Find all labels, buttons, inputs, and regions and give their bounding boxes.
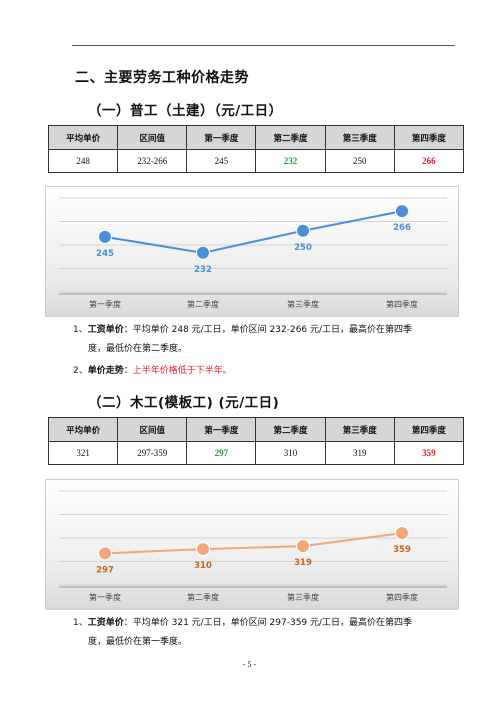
table-header: 区间值 [117,125,188,150]
note-text-continued: 度，最低价在第二季度。 [88,344,188,354]
table-cell: 248 [47,149,119,173]
table-cell: 245 [186,149,257,173]
note-text: ：平均单价 321 元/工日，单价区间 297-359 元/工日，最高价在第四季 [123,618,413,628]
note-text-continued: 度，最低价在第一季度。 [88,637,188,647]
table-cell-low: 232 [255,149,326,173]
data-point [196,245,210,260]
subsection-title-carpenter: （二）木工(模板工) (元/工日) [88,395,280,411]
x-tick-label: 第三季度 [287,299,319,309]
table-header-row: 平均单价 区间值 第一季度 第二季度 第三季度 第四季度 [47,125,465,150]
price-table-general-labor: 平均单价 区间值 第一季度 第二季度 第三季度 第四季度 248 232-266… [47,125,465,173]
note-label: 工资单价 [87,618,124,628]
note-number: 1、 [73,618,88,628]
data-label: 232 [194,265,212,275]
price-table-carpenter: 平均单价 区间值 第一季度 第二季度 第三季度 第四季度 321 297-359… [47,417,465,465]
table-row: 321 297-359 297 310 319 359 [47,441,465,465]
data-label: 266 [393,223,411,233]
x-tick-label: 第四季度 [386,592,418,602]
note-text: ：平均单价 248 元/工日，单价区间 232-266 元/工日，最高价在第四季 [123,325,413,335]
x-tick-label: 第四季度 [386,299,418,309]
data-point [395,204,409,219]
series-line [104,210,403,254]
page-number: - 5 - [242,660,257,669]
table-header: 第一季度 [186,125,257,150]
data-point [98,546,112,561]
table-header-row: 平均单价 区间值 第一季度 第二季度 第三季度 第四季度 [47,417,465,442]
data-label: 359 [393,545,411,555]
data-label: 245 [96,249,114,259]
table-cell: 319 [324,441,395,465]
line-chart-carpenter: 297 310 319 359 第一季度 第二季度 第三季度 第四季度 [45,479,459,610]
x-tick-label: 第一季度 [89,592,121,602]
data-label: 297 [96,565,114,575]
note-number: 1、 [73,325,88,335]
note-price-trend: 2、单价走势：上半年价格低于下半年。 [73,362,232,381]
x-tick-label: 第二季度 [187,592,219,602]
x-tick-label: 第三季度 [287,592,319,602]
data-point [296,223,310,238]
table-cell: 321 [47,441,119,465]
table-cell: 310 [255,441,326,465]
line-chart-general-labor: 245 232 250 266 第一季度 第二季度 第三季度 第四季度 [45,186,459,317]
table-header: 平均单价 [47,417,119,442]
table-row: 248 232-266 245 232 250 266 [47,149,465,173]
top-rule [72,45,455,46]
note-label: 工资单价 [87,325,124,335]
data-label: 310 [194,561,212,571]
chart-svg: 245 232 250 266 第一季度 第二季度 第三季度 第四季度 [59,197,447,309]
note-number: 2、 [73,366,88,376]
table-cell: 250 [324,149,395,173]
table-header: 第三季度 [324,125,395,150]
table-cell: 297-359 [117,441,188,465]
table-header: 第三季度 [324,417,395,442]
table-header: 第一季度 [186,417,257,442]
x-tick-label: 第二季度 [187,299,219,309]
table-header: 第二季度 [255,125,326,150]
note-colon: ： [123,366,133,376]
subsection-title-general-labor: （一）普工（土建）（元/工日） [88,103,283,119]
note-text-highlight: 上半年价格低于下半年。 [132,366,232,376]
table-cell: 232-266 [117,149,188,173]
data-label: 250 [294,243,312,253]
table-header: 第四季度 [393,125,465,150]
table-cell-high: 266 [393,149,465,173]
table-cell-low: 297 [186,441,257,465]
table-header: 第四季度 [393,417,465,442]
section-title: 二、主要劳务工种价格走势 [75,70,249,86]
data-point [98,229,112,244]
table-header: 平均单价 [47,125,119,150]
note-wage-price: 1、工资单价：平均单价 321 元/工日，单价区间 297-359 元/工日，最… [73,614,463,652]
note-wage-price: 1、工资单价：平均单价 248 元/工日，单价区间 232-266 元/工日，最… [73,321,463,359]
series-line [104,532,403,555]
data-point [296,539,310,554]
table-header: 第二季度 [255,417,326,442]
x-tick-label: 第一季度 [89,299,121,309]
table-cell-high: 359 [393,441,465,465]
table-header: 区间值 [117,417,188,442]
data-label: 319 [294,558,312,568]
note-label: 单价走势 [87,366,124,376]
data-point [196,542,210,557]
data-point [395,526,409,541]
chart-svg: 297 310 319 359 第一季度 第二季度 第三季度 第四季度 [59,490,447,602]
